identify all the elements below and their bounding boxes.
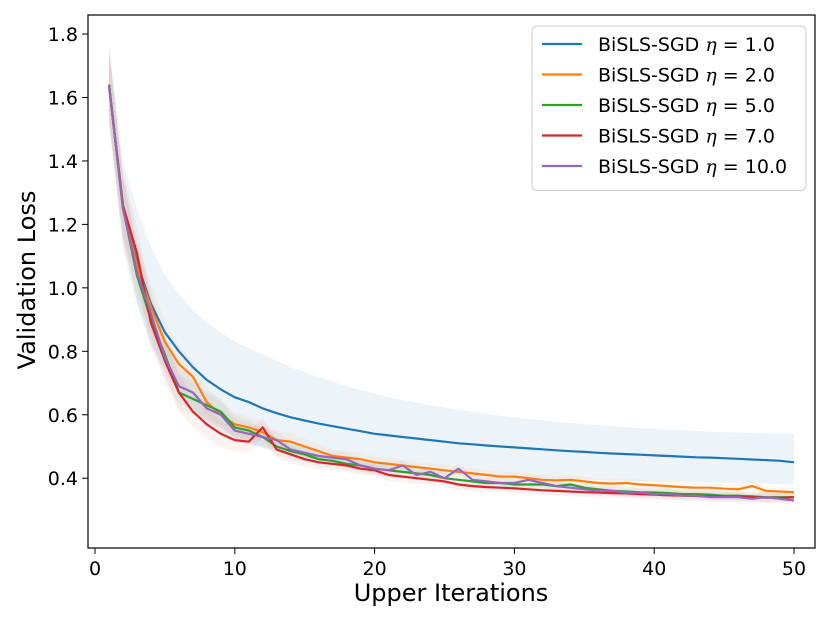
y-tick-label: 1.6: [48, 87, 78, 109]
legend-label: BiSLS-SGD η = 5.0: [598, 95, 775, 117]
legend-label: BiSLS-SGD η = 2.0: [598, 65, 775, 87]
y-tick-label: 0.4: [48, 468, 78, 490]
x-tick-label: 0: [89, 558, 101, 580]
legend-item-eta-2-0: BiSLS-SGD η = 2.0: [542, 65, 775, 87]
y-tick-label: 1.0: [48, 278, 78, 300]
legend-box: [531, 25, 807, 191]
y-tick-label: 0.8: [48, 341, 78, 363]
legend-item-eta-7-0: BiSLS-SGD η = 7.0: [542, 126, 775, 148]
series-line-eta-5-0: [107, 84, 794, 499]
x-tick-label: 30: [502, 558, 526, 580]
plot-frame: [87, 14, 816, 549]
legend: BiSLS-SGD η = 1.0 BiSLS-SGD η = 2.0 BiSLS-…: [531, 25, 807, 191]
y-axis-label: Validation Loss: [13, 191, 41, 370]
x-tick-label: 40: [642, 558, 666, 580]
x-axis-ticks: 0 10 20 30 40 50: [89, 548, 806, 580]
x-tick-label: 20: [363, 558, 387, 580]
y-tick-label: 1.2: [48, 214, 78, 236]
legend-label: BiSLS-SGD η = 1.0: [598, 34, 775, 56]
y-tick-label: 1.4: [48, 151, 78, 173]
x-tick-label: 10: [223, 558, 247, 580]
band-eta-1-0: [109, 46, 794, 485]
legend-item-eta-10-0: BiSLS-SGD η = 10.0: [542, 156, 787, 178]
legend-item-eta-1-0: BiSLS-SGD η = 1.0: [542, 34, 775, 56]
y-axis-ticks: 0.4 0.6 0.8 1.0 1.2 1.4 1.6 1.8: [48, 24, 88, 490]
legend-item-eta-5-0: BiSLS-SGD η = 5.0: [542, 95, 775, 117]
y-tick-label: 1.8: [48, 24, 78, 46]
y-tick-label: 0.6: [48, 405, 78, 427]
series-lines: [107, 84, 795, 502]
x-axis-label: Upper Iterations: [354, 579, 549, 607]
confidence-bands: [109, 46, 794, 506]
series-line-eta-10-0: [107, 84, 795, 502]
x-tick-label: 50: [782, 558, 806, 580]
legend-label: BiSLS-SGD η = 7.0: [598, 126, 775, 148]
legend-label: BiSLS-SGD η = 10.0: [598, 156, 787, 178]
series-line-eta-1-0: [107, 84, 795, 464]
